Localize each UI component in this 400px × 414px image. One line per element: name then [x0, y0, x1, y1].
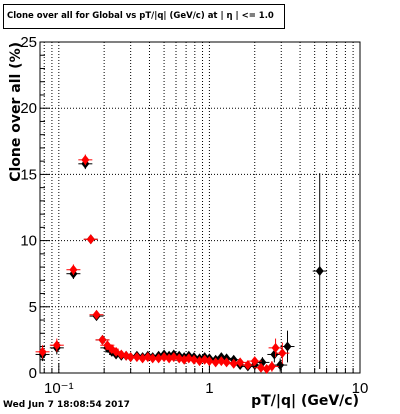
y-tick-label: 20 — [20, 100, 37, 117]
y-axis-title: Clone over all (%) — [8, 42, 24, 182]
data-point — [132, 352, 141, 363]
data-point — [229, 358, 238, 369]
x-tick-label: 10⁻¹ — [44, 380, 74, 397]
data-point — [211, 357, 220, 368]
data-point — [283, 341, 292, 352]
data-point — [195, 356, 204, 367]
data-point — [205, 356, 214, 367]
grid-layer — [40, 42, 360, 373]
y-tick-label: 25 — [20, 34, 37, 51]
data-point — [276, 360, 285, 371]
data-point — [122, 350, 131, 361]
data-point — [184, 353, 193, 364]
x-tick-label: 10 — [352, 380, 369, 397]
chart-title: Clone over all for Global vs pT/|q| (GeV… — [3, 4, 285, 29]
data-point — [267, 361, 276, 372]
data-point — [138, 353, 147, 364]
data-point — [86, 234, 95, 245]
data-point — [52, 340, 61, 351]
data-point — [278, 348, 287, 359]
data-point — [92, 309, 101, 320]
data-point — [189, 354, 198, 365]
x-tick-label: 1 — [205, 380, 213, 397]
y-tick-label: 0 — [29, 365, 37, 382]
data-point — [217, 356, 226, 367]
points-layer — [35, 154, 327, 375]
tick-label-layer: 10⁻¹ 1 10 0 5 10 15 20 25 — [20, 34, 368, 397]
data-point — [250, 356, 259, 367]
data-point — [243, 360, 252, 371]
series-1 — [35, 154, 290, 375]
timestamp-label: Wed Jun 7 18:08:54 2017 — [3, 400, 130, 410]
data-point — [222, 357, 231, 368]
series-0 — [35, 158, 327, 372]
plot-frame — [39, 41, 361, 374]
y-tick-label: 15 — [20, 166, 37, 183]
x-axis-title: pT/|q| (GeV/c) — [251, 393, 359, 409]
data-point — [169, 352, 178, 363]
data-point — [98, 334, 107, 345]
data-point — [256, 362, 265, 373]
y-tick-label: 5 — [29, 299, 37, 316]
data-point — [69, 264, 78, 275]
tick-layer — [40, 41, 361, 374]
data-point — [38, 346, 47, 357]
data-point — [270, 349, 279, 360]
data-point — [315, 266, 324, 277]
data-point — [154, 353, 163, 364]
y-tick-label: 10 — [20, 233, 37, 250]
data-point — [81, 154, 90, 165]
data-point — [271, 342, 280, 353]
